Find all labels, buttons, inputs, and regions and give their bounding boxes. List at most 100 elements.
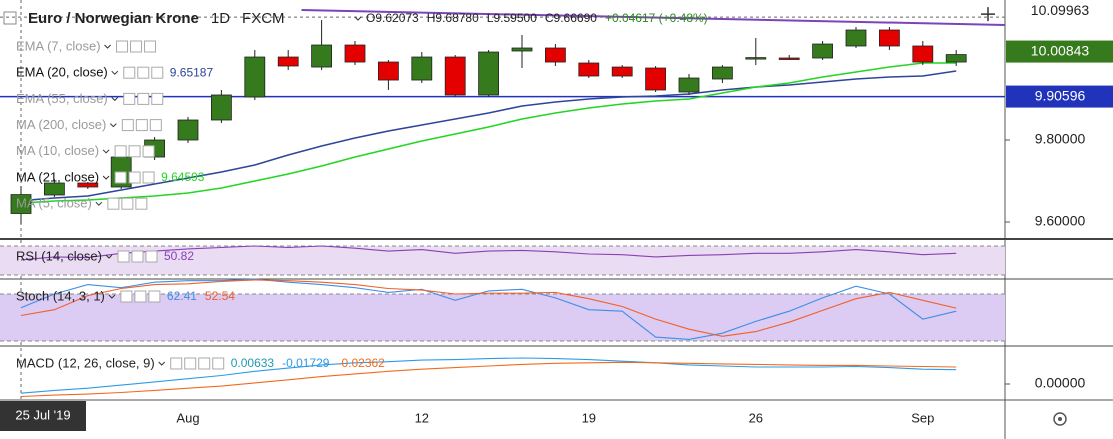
x-tick-label: Sep <box>911 410 934 425</box>
candle-body <box>912 45 934 63</box>
hline-price-box <box>1006 85 1113 108</box>
legend-entry: MA (10, close) <box>16 143 99 158</box>
legend-button[interactable] <box>198 357 211 370</box>
legend-button[interactable] <box>114 145 127 158</box>
y-tick-label: 9.80000 <box>1035 131 1086 147</box>
legend-button[interactable] <box>151 66 164 79</box>
legend-button[interactable] <box>137 66 150 79</box>
indicator-line <box>20 361 957 398</box>
candle-body <box>745 57 767 60</box>
candle-body <box>244 56 266 98</box>
candle-body <box>444 56 466 96</box>
gear-icon <box>1053 412 1067 426</box>
legend-button[interactable] <box>131 250 144 263</box>
legend-value: 62.41 <box>167 289 197 303</box>
legend-button[interactable] <box>121 119 134 132</box>
source: FXCM <box>242 10 285 27</box>
ohlc-prefix: L <box>487 11 494 25</box>
legend-chevron <box>111 97 119 102</box>
legend-button[interactable] <box>149 119 162 132</box>
candle-body <box>411 56 433 81</box>
settings-button[interactable] <box>1053 412 1067 426</box>
last-price-box <box>1006 40 1113 63</box>
legend-button[interactable] <box>170 357 183 370</box>
legend-value: -0.01729 <box>282 356 330 370</box>
legend-chevron <box>104 44 111 49</box>
legend-button[interactable] <box>212 357 225 370</box>
candle-body <box>277 56 299 67</box>
candle-body <box>311 44 333 68</box>
legend-button[interactable] <box>107 197 120 210</box>
ohlc-value: 9.59500 <box>493 11 537 25</box>
legend-button[interactable] <box>120 290 133 303</box>
legend-button[interactable] <box>123 66 136 79</box>
legend-button[interactable] <box>151 92 164 105</box>
legend-button[interactable] <box>128 171 141 184</box>
legend-button[interactable] <box>137 92 150 105</box>
legend-chevron <box>109 123 117 128</box>
legend-entry: EMA (7, close) <box>16 38 101 53</box>
pane-title: RSI (14, close) <box>16 248 102 263</box>
legend-button[interactable] <box>123 92 136 105</box>
legend-button[interactable] <box>117 250 130 263</box>
legend-chevron <box>102 175 110 180</box>
legend-button[interactable] <box>145 250 158 263</box>
symbol-icon[interactable] <box>3 11 17 25</box>
legend-button[interactable] <box>116 40 129 53</box>
symbol-title: Euro / Norwegian Krone <box>28 10 199 27</box>
x-tick-label: 19 <box>582 410 596 425</box>
candle-body <box>611 66 633 77</box>
x-tick-label: 12 <box>415 410 429 425</box>
legend-button[interactable] <box>184 357 197 370</box>
y-tick-label: 9.60000 <box>1035 213 1086 229</box>
pane-title: Stoch (14, 3, 1) <box>16 288 105 303</box>
ohlc-prefix: O <box>366 11 375 25</box>
legend-button[interactable] <box>144 40 157 53</box>
candle-body <box>812 43 833 59</box>
legend-entry: MA (21, close) <box>16 169 99 184</box>
legend-button[interactable] <box>142 145 155 158</box>
indicator-line <box>20 278 957 340</box>
ohlc-header: O9.62073 H9.68780 L9.59500 C9.66690 +0.04617… <box>366 11 708 25</box>
legend-chevron <box>111 70 119 75</box>
candle-body <box>712 66 733 80</box>
indicator-line <box>20 62 957 204</box>
ohlc-value: 9.68780 <box>435 11 479 25</box>
crosshair-price-label: 10.09963 <box>1031 2 1090 18</box>
ohlc-prefix: H <box>427 11 436 25</box>
legend-button[interactable] <box>130 40 143 53</box>
legend-value: 9.65187 <box>170 65 214 79</box>
candle-body <box>77 182 99 188</box>
legend-button[interactable] <box>134 290 147 303</box>
legend-button[interactable] <box>135 197 148 210</box>
ohlc-prefix: C <box>545 11 554 25</box>
candle-body <box>879 29 900 47</box>
indicator-line <box>20 70 957 202</box>
legend-button[interactable] <box>114 171 127 184</box>
candle-body <box>845 29 867 47</box>
trendline <box>301 9 1006 27</box>
interval: 1D <box>211 10 230 27</box>
last-price-label: 10.00843 <box>1031 42 1090 58</box>
candle-body <box>44 182 65 196</box>
ohlc-value: 9.62073 <box>375 11 419 25</box>
candle-body <box>344 44 366 63</box>
chart-header: Euro / Norwegian Krone 1D FXCM <box>28 10 285 27</box>
legend-button[interactable] <box>142 171 155 184</box>
indicator-line <box>20 245 957 261</box>
x-tick-label: 26 <box>749 410 763 425</box>
legend-button[interactable] <box>128 145 141 158</box>
legend-chevron <box>108 294 116 299</box>
legend-value: 52.54 <box>205 289 235 303</box>
x-tick-label: Aug <box>176 410 199 425</box>
candle-body <box>945 54 967 63</box>
indicator-line <box>20 357 957 394</box>
legend-button[interactable] <box>135 119 148 132</box>
legend-chevron <box>102 149 110 154</box>
y-tick-label: 0.00000 <box>1035 375 1086 391</box>
legend-entry: MA (200, close) <box>16 117 106 132</box>
legend-button[interactable] <box>121 197 134 210</box>
hline-price-label: 9.90596 <box>1035 87 1086 103</box>
legend-chevron <box>105 254 113 259</box>
legend-button[interactable] <box>148 290 161 303</box>
